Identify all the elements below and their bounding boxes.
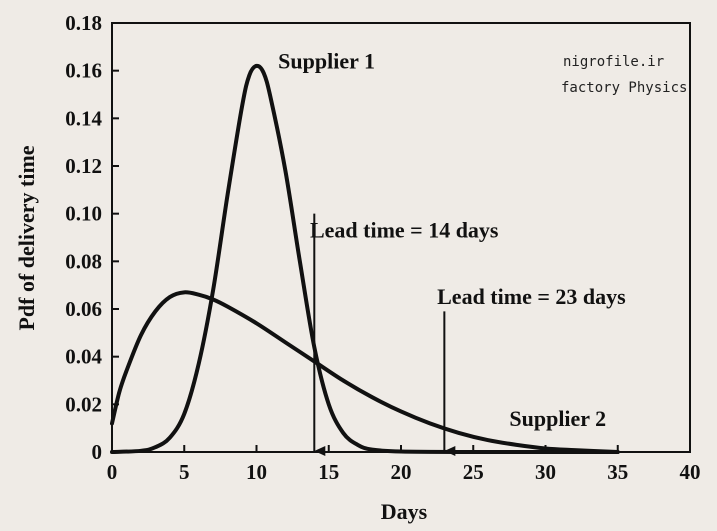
x-tick-label: 25 (463, 460, 484, 484)
x-tick-label: 20 (391, 460, 412, 484)
ticks-layer: 0 5 10 15 20 25 30 35 40 0 0.02 0.04 0.06 0.08 0.10 0.1… (65, 11, 700, 484)
y-tick-label: 0.08 (65, 249, 102, 273)
y-tick-label: 0.02 (65, 392, 102, 416)
x-tick-label: 10 (246, 460, 267, 484)
y-tick-label: 0.10 (65, 202, 102, 226)
y-tick-label: 0.12 (65, 154, 102, 178)
y-tick-label: 0 (92, 440, 103, 464)
x-tick-label: 30 (535, 460, 556, 484)
series-line-supplier-2 (110, 290, 620, 454)
x-tick-label: 40 (680, 460, 701, 484)
arrows-layer (313, 213, 456, 456)
y-tick-label: 0.16 (65, 59, 102, 83)
x-tick-label: 15 (318, 460, 339, 484)
x-tick-label: 5 (179, 460, 190, 484)
x-axis-title: Days (381, 499, 428, 524)
y-tick-label: 0.06 (65, 297, 102, 321)
y-tick-label: 0.18 (65, 11, 102, 35)
annotation-label: Lead time = 14 days (310, 218, 499, 243)
y-tick-label: 0.14 (65, 106, 102, 130)
watermark-line-2: factory Physics (561, 80, 687, 96)
annotation-label: Lead time = 23 days (437, 284, 626, 309)
y-axis-title: Pdf of delivery time (14, 145, 39, 330)
annotation-label: Supplier 1 (278, 48, 375, 73)
watermark-line-1: nigrofile.ir (563, 54, 664, 70)
curves-layer (110, 63, 620, 455)
series-line-supplier-1 (110, 63, 620, 455)
x-tick-label: 35 (607, 460, 628, 484)
x-tick-label: 0 (107, 460, 118, 484)
y-tick-label: 0.04 (65, 345, 102, 369)
annotation-label: Supplier 2 (509, 406, 606, 431)
plot-frame (111, 22, 691, 453)
annotations-layer: Supplier 1 Supplier 2 Lead time = 14 days L… (278, 48, 626, 431)
